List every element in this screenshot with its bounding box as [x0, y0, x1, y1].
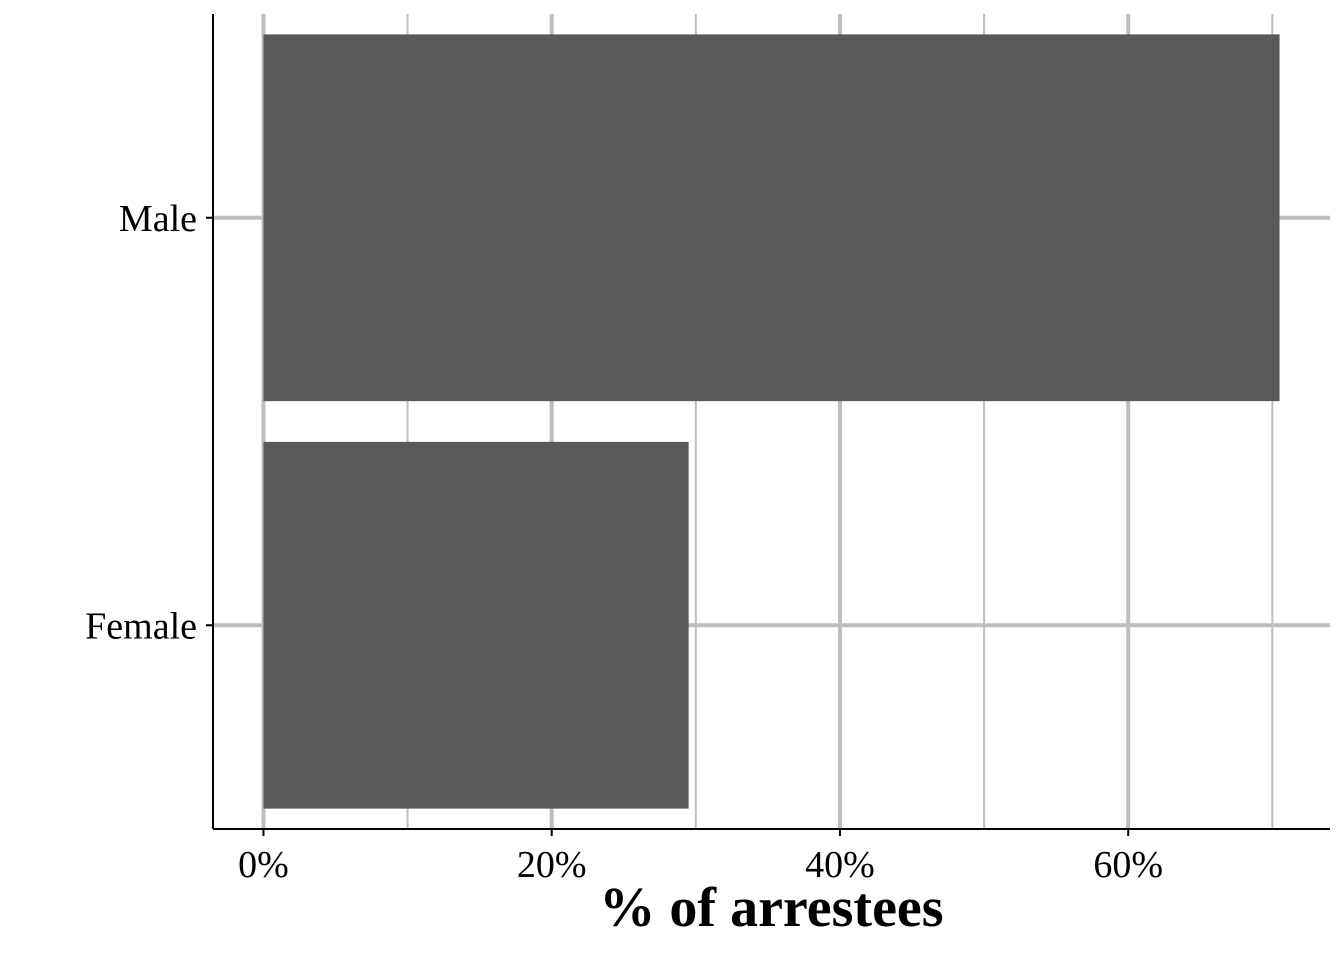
bars [263, 34, 1280, 809]
axes [212, 14, 1330, 830]
bar-male [263, 34, 1280, 402]
x-tick-label: 40% [805, 844, 875, 886]
x-tick-label: 0% [238, 844, 289, 886]
bar-female [263, 441, 689, 809]
x-tick-label: 20% [517, 844, 587, 886]
y-tick-label-male: Male [119, 198, 197, 240]
y-tick-label-female: Female [85, 605, 197, 647]
x-tick-label: 60% [1093, 844, 1163, 886]
tick-labels: Female Male 0% 20% 40% 60% [85, 198, 1163, 886]
x-axis-title: % of arrestees [599, 877, 943, 939]
